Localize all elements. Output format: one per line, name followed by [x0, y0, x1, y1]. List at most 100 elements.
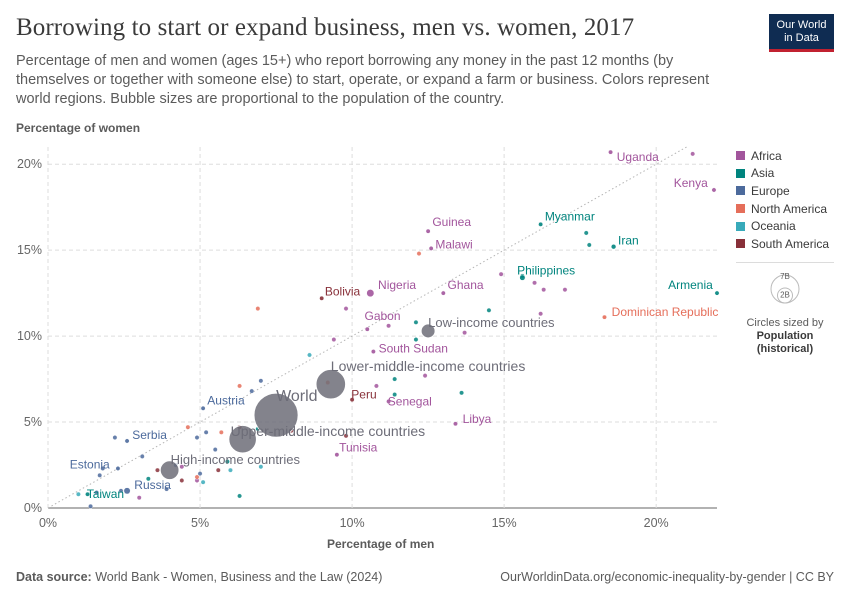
country-point[interactable]: [583, 230, 589, 236]
point-label: Russia: [134, 478, 171, 492]
country-point-uganda[interactable]: [608, 149, 614, 155]
country-point-peru[interactable]: [349, 397, 355, 403]
country-point[interactable]: [179, 464, 185, 470]
country-point-dominican-republic[interactable]: [602, 314, 607, 320]
aggregate-point-lower-middle-income-countries[interactable]: [315, 369, 346, 400]
country-point[interactable]: [237, 493, 242, 499]
country-point[interactable]: [249, 388, 255, 394]
country-point[interactable]: [422, 373, 428, 379]
country-point-estonia[interactable]: [115, 466, 121, 471]
country-point[interactable]: [136, 495, 142, 501]
country-point[interactable]: [258, 378, 264, 384]
country-point[interactable]: [374, 383, 379, 389]
country-point[interactable]: [164, 486, 169, 492]
aggregate-point-high-income-countries[interactable]: [159, 460, 180, 480]
point-label: South Sudan: [379, 342, 448, 356]
country-point[interactable]: [562, 287, 568, 293]
country-point[interactable]: [194, 474, 200, 480]
country-point[interactable]: [185, 424, 191, 430]
country-point-guinea[interactable]: [425, 228, 431, 234]
legend-swatch: [736, 221, 745, 231]
country-point[interactable]: [200, 479, 206, 485]
country-point-armenia[interactable]: [714, 290, 720, 296]
country-point-senegal[interactable]: [386, 398, 392, 404]
aggregate-label: Upper-middle-income countries: [231, 423, 426, 439]
owid-logo[interactable]: Our World in Data: [769, 14, 834, 52]
country-point[interactable]: [459, 390, 464, 396]
country-point[interactable]: [498, 271, 504, 277]
country-point-libya[interactable]: [453, 421, 458, 427]
country-point[interactable]: [343, 433, 349, 439]
country-point-austria[interactable]: [200, 405, 206, 411]
legend-item-europe[interactable]: Europe: [736, 182, 846, 200]
country-point[interactable]: [255, 306, 261, 311]
country-point[interactable]: [462, 330, 468, 336]
aggregate-point-upper-middle-income-countries[interactable]: [228, 425, 257, 454]
country-point[interactable]: [343, 306, 349, 311]
legend-item-south-america[interactable]: South America: [736, 235, 846, 253]
country-point[interactable]: [386, 323, 391, 329]
country-point[interactable]: [413, 319, 419, 325]
country-point[interactable]: [145, 476, 151, 482]
country-point[interactable]: [155, 467, 160, 473]
country-point[interactable]: [331, 337, 337, 342]
legend-swatch: [736, 239, 745, 249]
legend-item-asia[interactable]: Asia: [736, 165, 846, 183]
country-point[interactable]: [413, 337, 419, 342]
country-point[interactable]: [307, 352, 312, 358]
country-point-philippines[interactable]: [519, 274, 526, 281]
country-point[interactable]: [94, 490, 100, 495]
country-point[interactable]: [179, 478, 185, 483]
point-label: Austria: [207, 393, 245, 407]
country-point[interactable]: [215, 467, 221, 473]
country-point[interactable]: [258, 464, 264, 470]
country-point-myanmar[interactable]: [538, 221, 544, 227]
country-point-iran[interactable]: [610, 244, 617, 250]
country-point-bolivia[interactable]: [319, 295, 325, 301]
country-point-south-sudan[interactable]: [370, 349, 376, 355]
country-point-tunisia[interactable]: [334, 452, 340, 458]
country-point[interactable]: [197, 471, 203, 477]
country-point[interactable]: [76, 491, 81, 497]
legend-swatch: [736, 151, 745, 161]
country-point-russia[interactable]: [123, 487, 131, 495]
country-point[interactable]: [88, 503, 93, 509]
aggregate-point-low-income-countries[interactable]: [420, 323, 436, 339]
aggregate-point-world[interactable]: [253, 392, 299, 438]
country-point[interactable]: [586, 242, 592, 248]
country-point-malawi[interactable]: [428, 245, 434, 251]
country-point[interactable]: [112, 435, 118, 440]
country-point-serbia[interactable]: [124, 438, 130, 444]
country-point-taiwan[interactable]: [85, 491, 90, 497]
footer-url[interactable]: OurWorldinData.org/economic-inequality-b…: [500, 570, 834, 584]
legend-item-oceania[interactable]: Oceania: [736, 217, 846, 235]
country-point[interactable]: [100, 466, 106, 471]
country-point[interactable]: [541, 287, 547, 293]
country-point-gabon[interactable]: [364, 326, 370, 332]
country-point-kenya[interactable]: [711, 187, 717, 193]
country-point[interactable]: [690, 151, 696, 157]
country-point[interactable]: [532, 280, 537, 286]
country-point[interactable]: [139, 454, 145, 459]
country-point[interactable]: [392, 392, 398, 397]
source-text: World Bank - Women, Business and the Law…: [95, 570, 383, 584]
country-point[interactable]: [237, 383, 242, 389]
country-point[interactable]: [194, 435, 200, 440]
country-point[interactable]: [118, 488, 124, 494]
country-point[interactable]: [218, 429, 224, 435]
point-label: Dominican Republic: [612, 305, 719, 319]
country-point[interactable]: [392, 376, 398, 382]
point-label: Nigeria: [378, 278, 416, 292]
legend-item-africa[interactable]: Africa: [736, 147, 846, 165]
country-point[interactable]: [486, 307, 492, 313]
country-point[interactable]: [416, 251, 422, 256]
country-point[interactable]: [228, 467, 233, 473]
country-point-ghana[interactable]: [440, 290, 446, 296]
legend-item-north-america[interactable]: North America: [736, 200, 846, 218]
country-point[interactable]: [225, 459, 230, 464]
country-point[interactable]: [203, 429, 209, 435]
country-point[interactable]: [538, 311, 544, 317]
country-point-nigeria[interactable]: [366, 289, 375, 298]
country-point[interactable]: [97, 472, 103, 478]
country-point[interactable]: [212, 447, 218, 452]
